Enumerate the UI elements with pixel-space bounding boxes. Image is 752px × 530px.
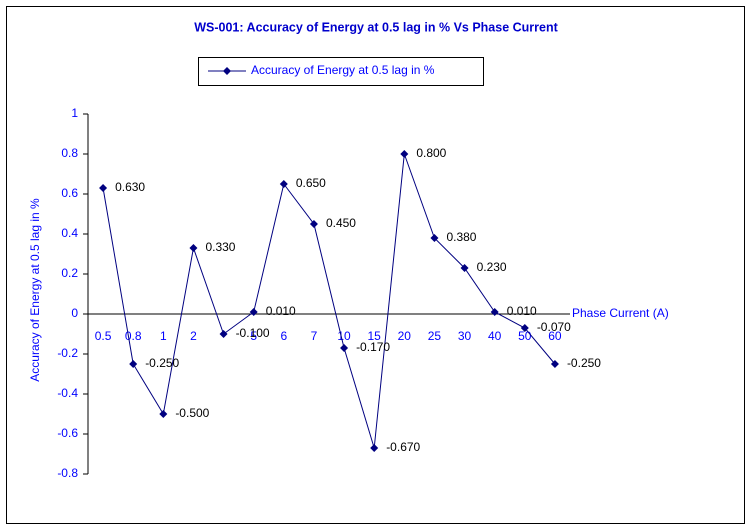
x-tick-label: 2 xyxy=(190,329,197,343)
legend-marker xyxy=(223,67,231,75)
x-tick-label: 6 xyxy=(280,329,287,343)
y-tick-label: 0.2 xyxy=(61,266,78,280)
data-line xyxy=(102,153,556,449)
data-marker xyxy=(129,360,138,368)
data-marker xyxy=(99,184,108,192)
data-marker xyxy=(520,324,529,332)
data-marker xyxy=(309,220,318,228)
data-label: 0.380 xyxy=(446,230,476,244)
legend-label: Accuracy of Energy at 0.5 lag in % xyxy=(251,63,435,77)
data-label: -0.250 xyxy=(145,356,179,370)
data-marker xyxy=(430,234,439,242)
y-tick-label: -0.4 xyxy=(57,386,78,400)
data-marker xyxy=(460,264,469,272)
x-tick-label: 1 xyxy=(160,329,167,343)
data-marker xyxy=(249,308,258,316)
data-label: -0.670 xyxy=(386,440,420,454)
x-tick-label: 25 xyxy=(428,329,442,343)
data-marker xyxy=(219,330,228,338)
data-label: -0.070 xyxy=(537,320,571,334)
y-tick-label: 0 xyxy=(71,306,78,320)
data-label: 0.230 xyxy=(477,260,507,274)
data-label: -0.170 xyxy=(356,340,390,354)
x-axis-title: Phase Current (A) xyxy=(572,306,669,320)
y-tick-label: -0.6 xyxy=(57,426,78,440)
data-marker xyxy=(490,308,499,316)
data-label: 0.800 xyxy=(416,146,446,160)
y-tick-label: 1 xyxy=(71,106,78,120)
x-tick-label: 40 xyxy=(488,329,502,343)
y-tick-label: 0.4 xyxy=(61,226,78,240)
x-tick-label: 30 xyxy=(458,329,472,343)
x-tick-label: 15 xyxy=(368,329,382,343)
x-tick-label: 5 xyxy=(250,329,257,343)
x-tick-label: 10 xyxy=(337,329,351,343)
data-marker xyxy=(340,344,349,352)
y-axis-title: Accuracy of Energy at 0.5 lag in % xyxy=(28,198,42,382)
data-label: -0.100 xyxy=(236,326,270,340)
data-label: 0.010 xyxy=(507,304,537,318)
data-label: -0.250 xyxy=(567,356,601,370)
x-tick-label: 20 xyxy=(398,329,412,343)
data-marker xyxy=(550,360,559,368)
y-tick-label: 0.6 xyxy=(61,186,78,200)
y-tick-label: 0.8 xyxy=(61,146,78,160)
x-tick-label: 60 xyxy=(548,329,562,343)
data-label: 0.010 xyxy=(266,304,296,318)
data-marker xyxy=(279,180,288,188)
y-tick-label: -0.8 xyxy=(57,466,78,480)
y-tick-label: -0.2 xyxy=(57,346,78,360)
data-marker xyxy=(159,410,168,418)
data-label: 0.450 xyxy=(326,216,356,230)
chart-title: WS-001: Accuracy of Energy at 0.5 lag in… xyxy=(194,20,558,34)
data-label: 0.630 xyxy=(115,180,145,194)
data-label: 0.330 xyxy=(205,240,235,254)
data-label: 0.650 xyxy=(296,176,326,190)
data-label: -0.500 xyxy=(175,406,209,420)
x-tick-label: 7 xyxy=(311,329,318,343)
data-marker xyxy=(189,244,198,252)
data-marker xyxy=(400,150,409,158)
data-marker xyxy=(370,444,379,452)
x-tick-label: 0.5 xyxy=(95,329,112,343)
